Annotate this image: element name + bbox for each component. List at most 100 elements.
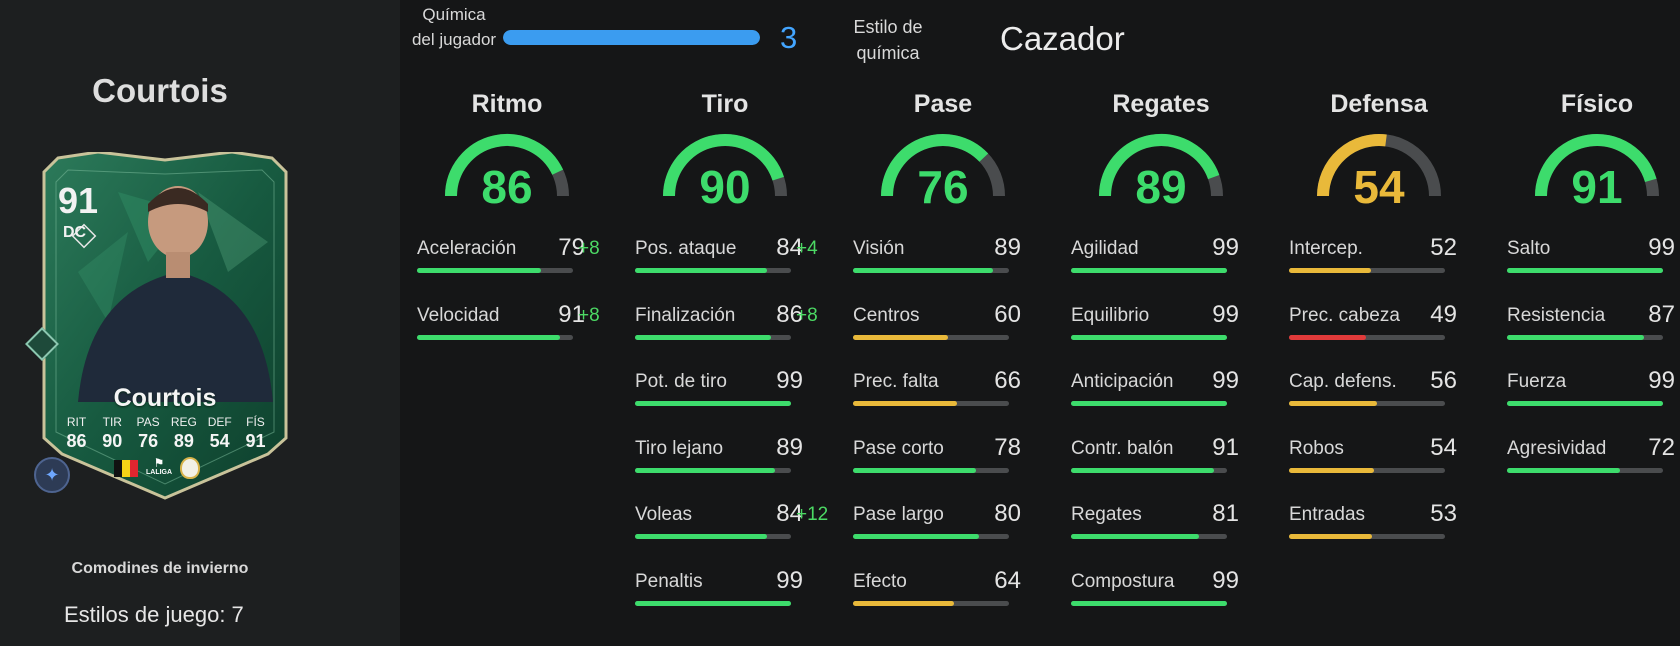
attribute-row[interactable]: Voleas 84 +12 <box>635 500 828 544</box>
category-gauge <box>1099 134 1223 197</box>
attribute-name: Entradas <box>1289 504 1366 525</box>
attribute-bar-fill <box>853 600 954 606</box>
attribute-bar <box>1071 334 1227 340</box>
player-panel: Courtois 91 DC Courtois <box>0 0 400 646</box>
attribute-row[interactable]: Compostura 99 <box>1071 567 1251 611</box>
gauge-fill <box>445 134 564 197</box>
attribute-name: Finalización <box>635 304 736 326</box>
category-gauge <box>881 134 1005 197</box>
attribute-row[interactable]: Contr. balón 91 <box>1071 434 1251 478</box>
chemistry-style-value[interactable]: Cazador <box>1000 20 1125 57</box>
attribute-bar <box>635 268 791 273</box>
attribute-row[interactable]: Regates 81 <box>1071 500 1251 544</box>
attribute-row[interactable]: Pot. de tiro 99 <box>635 367 815 411</box>
card-stat-value: 76 <box>138 431 159 451</box>
attribute-value: 66 <box>994 367 1021 394</box>
playstyles-count[interactable]: Estilos de juego: 7 <box>64 602 244 627</box>
attribute-bar-fill <box>1289 534 1373 539</box>
attribute-row[interactable]: Penaltis 99 <box>635 567 815 611</box>
attribute-bar-fill <box>1071 334 1227 340</box>
attribute-name: Fuerza <box>1507 371 1567 392</box>
attribute-bar <box>635 467 791 473</box>
player-card[interactable]: 91 DC Courtois RIT 86 TIR 90 PAS 76 REG 89 DEF 54… <box>38 152 292 502</box>
attribute-bar <box>417 334 573 340</box>
attribute-bar <box>853 467 1009 473</box>
attribute-row[interactable]: Robos 54 <box>1289 434 1469 478</box>
card-stat-label: RIT <box>66 415 87 429</box>
attribute-bar <box>1289 401 1445 406</box>
attribute-row[interactable]: Resistencia 87 <box>1507 301 1680 345</box>
attribute-name: Pase largo <box>853 504 944 525</box>
attribute-name: Visión <box>853 238 905 259</box>
attribute-value: 91 <box>1212 433 1239 461</box>
chemistry-bar-fill <box>503 30 760 45</box>
attribute-row[interactable]: Agilidad 99 <box>1071 234 1251 278</box>
card-stat-value: 90 <box>102 431 123 451</box>
attribute-bar-fill <box>1507 268 1663 273</box>
attribute-bar-fill <box>635 334 771 340</box>
gauge-fill <box>663 134 784 197</box>
attribute-row[interactable]: Efecto 64 <box>853 567 1033 611</box>
attribute-bar-fill <box>853 334 948 340</box>
attribute-row[interactable]: Cap. defens. 56 <box>1289 367 1469 411</box>
attribute-bar-fill <box>1289 334 1367 340</box>
belgium-flag-icon <box>114 459 138 477</box>
attribute-row[interactable]: Equilibrio 99 <box>1071 301 1251 345</box>
attribute-row[interactable]: Fuerza 99 <box>1507 367 1680 411</box>
attribute-row[interactable]: Aceleración 79 +8 <box>417 234 600 278</box>
attribute-name: Pos. ataque <box>635 238 737 259</box>
promo-name: Comodines de invierno <box>71 560 249 577</box>
attribute-row[interactable]: Pase largo 80 <box>853 500 1033 544</box>
attribute-name: Equilibrio <box>1071 304 1150 326</box>
attribute-row[interactable]: Anticipación 99 <box>1071 367 1251 411</box>
attribute-row[interactable]: Prec. cabeza 49 <box>1289 301 1469 345</box>
attribute-name: Prec. falta <box>853 371 939 392</box>
card-stat: RIT 86 <box>60 415 93 452</box>
attribute-bar-fill <box>1507 334 1645 340</box>
attribute-name: Robos <box>1289 437 1344 459</box>
attribute-bar <box>1071 467 1227 473</box>
category-title: Tiro <box>701 90 749 118</box>
attribute-bar <box>853 401 1009 406</box>
attribute-name: Agresividad <box>1507 437 1607 459</box>
attribute-row[interactable]: Visión 89 <box>853 234 1033 278</box>
attribute-row[interactable]: Agresividad 72 <box>1507 434 1680 478</box>
attribute-boost: +8 <box>796 304 818 326</box>
player-name: Courtois <box>92 72 228 109</box>
attribute-value: 80 <box>994 500 1021 527</box>
attribute-name: Voleas <box>635 504 693 525</box>
attribute-bar-fill <box>853 401 958 406</box>
attribute-bar-fill <box>635 467 776 473</box>
attribute-bar-fill <box>1507 467 1621 473</box>
attribute-name: Penaltis <box>635 570 703 592</box>
attribute-name: Pase corto <box>853 437 944 459</box>
attribute-bar <box>1289 268 1445 273</box>
attribute-row[interactable]: Intercep. 52 <box>1289 234 1469 278</box>
card-stat-label: REG <box>170 415 197 429</box>
attribute-row[interactable]: Prec. falta 66 <box>853 367 1033 411</box>
attribute-bar-fill <box>1071 401 1227 406</box>
card-stat-label: DEF <box>207 415 232 429</box>
chemistry-bar <box>503 30 760 45</box>
category-rating: 89 <box>1135 161 1187 213</box>
attribute-row[interactable]: Centros 60 <box>853 301 1033 345</box>
attribute-row[interactable]: Entradas 53 <box>1289 500 1469 544</box>
card-rating: 91 <box>58 180 99 221</box>
attribute-bar-fill <box>635 268 768 273</box>
attribute-name: Tiro lejano <box>635 437 724 459</box>
attribute-name: Agilidad <box>1071 238 1139 259</box>
attribute-value: 99 <box>1212 300 1239 328</box>
attribute-row[interactable]: Pase corto 78 <box>853 434 1033 478</box>
attribute-row[interactable]: Salto 99 <box>1507 234 1680 278</box>
attribute-name: Resistencia <box>1507 304 1606 326</box>
attribute-row[interactable]: Finalización 86 +8 <box>635 301 818 345</box>
chemistry-style-icon[interactable]: ✦ <box>34 457 70 493</box>
attribute-bar <box>417 268 573 273</box>
attribute-bar-fill <box>1289 467 1375 473</box>
attribute-row[interactable]: Velocidad 91 +8 <box>417 301 600 345</box>
attribute-bar <box>1071 401 1227 406</box>
attribute-name: Compostura <box>1071 570 1175 592</box>
attribute-row[interactable]: Pos. ataque 84 +4 <box>635 234 818 278</box>
card-stat: REG 89 <box>167 415 200 452</box>
attribute-row[interactable]: Tiro lejano 89 <box>635 434 815 478</box>
